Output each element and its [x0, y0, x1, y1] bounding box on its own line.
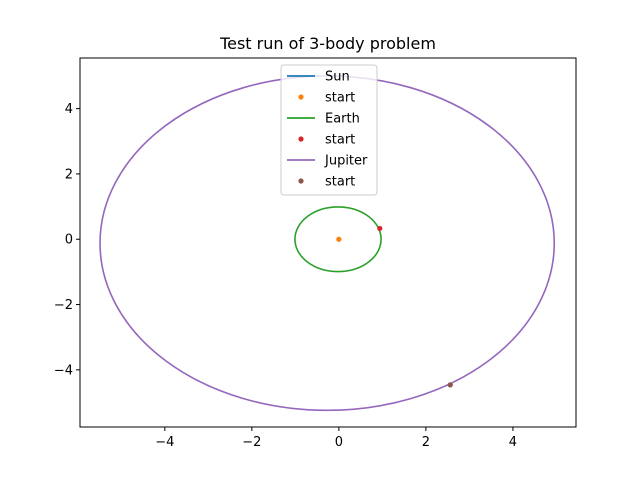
- x-tick-label: 4: [509, 435, 517, 450]
- legend-label: Earth: [325, 112, 360, 127]
- series-earth-orbit: [294, 206, 382, 273]
- start-marker-5: [447, 382, 453, 388]
- y-tick-label: 0: [65, 233, 73, 248]
- legend: Sun start Earth start Jupiter start: [280, 64, 378, 196]
- legend-marker-1: [298, 94, 304, 100]
- legend-label: start: [325, 91, 355, 106]
- y-tick-label: −2: [54, 298, 73, 313]
- x-tick-label: 0: [335, 435, 343, 450]
- start-marker-3: [377, 225, 383, 232]
- y-tick-label: 2: [65, 167, 73, 182]
- legend-box: [280, 64, 378, 196]
- start-marker-1: [336, 236, 342, 242]
- legend-label: Sun: [325, 70, 350, 85]
- x-tick-label: 2: [422, 435, 430, 450]
- legend-label: start: [325, 175, 355, 190]
- y-tick-label: −4: [54, 363, 73, 378]
- legend-marker-3: [298, 136, 304, 142]
- x-tick-label: −4: [155, 435, 174, 450]
- legend-marker-5: [298, 178, 304, 184]
- y-tick-label: 4: [65, 102, 73, 117]
- x-tick-label: −2: [242, 435, 261, 450]
- axes-frame: [79, 57, 577, 428]
- legend-label: start: [325, 133, 355, 148]
- legend-label: Jupiter: [324, 154, 368, 169]
- axes: −4 −2 0 2 4 −4 −2 0 2 4: [54, 57, 577, 450]
- chart-title: Test run of 3-body problem: [219, 34, 436, 53]
